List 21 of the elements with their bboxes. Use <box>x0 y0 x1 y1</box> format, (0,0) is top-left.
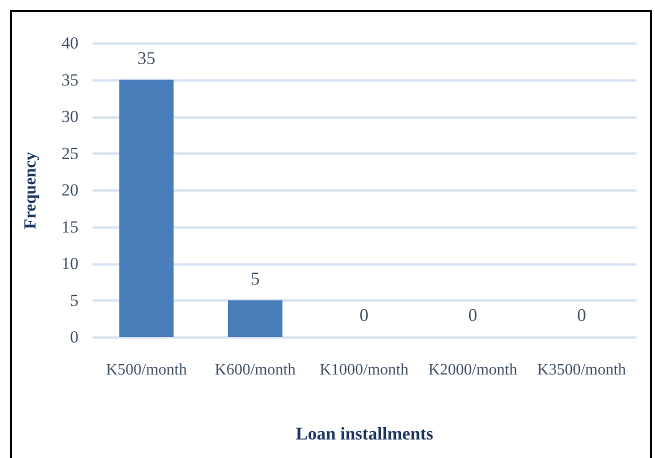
y-tick-label: 30 <box>62 107 78 126</box>
x-tick-label: K600/month <box>214 362 296 378</box>
y-tick-label: 0 <box>70 328 78 346</box>
data-label: 0 <box>468 305 478 325</box>
y-tick-label: 20 <box>62 180 78 200</box>
x-tick-label: K500/month <box>106 362 187 378</box>
y-tick-label: 5 <box>70 290 78 310</box>
data-label: 5 <box>250 268 260 288</box>
y-tick-label: 40 <box>62 34 78 52</box>
data-label: 0 <box>360 305 368 325</box>
data-label: 0 <box>577 305 586 325</box>
y-tick-label: 15 <box>62 217 78 236</box>
x-tick-label: K3500/month <box>537 362 626 378</box>
y-tick-label: 10 <box>62 254 78 273</box>
x-tick-label: K1000/month <box>320 362 408 378</box>
data-label: 35 <box>137 48 156 68</box>
x-axis-title: Loan installments <box>296 424 434 444</box>
y-axis-title: Frequency <box>20 151 40 230</box>
x-tick-label: K2000/month <box>428 362 518 378</box>
y-tick-label: 35 <box>62 70 78 90</box>
y-tick-label: 25 <box>62 144 78 163</box>
